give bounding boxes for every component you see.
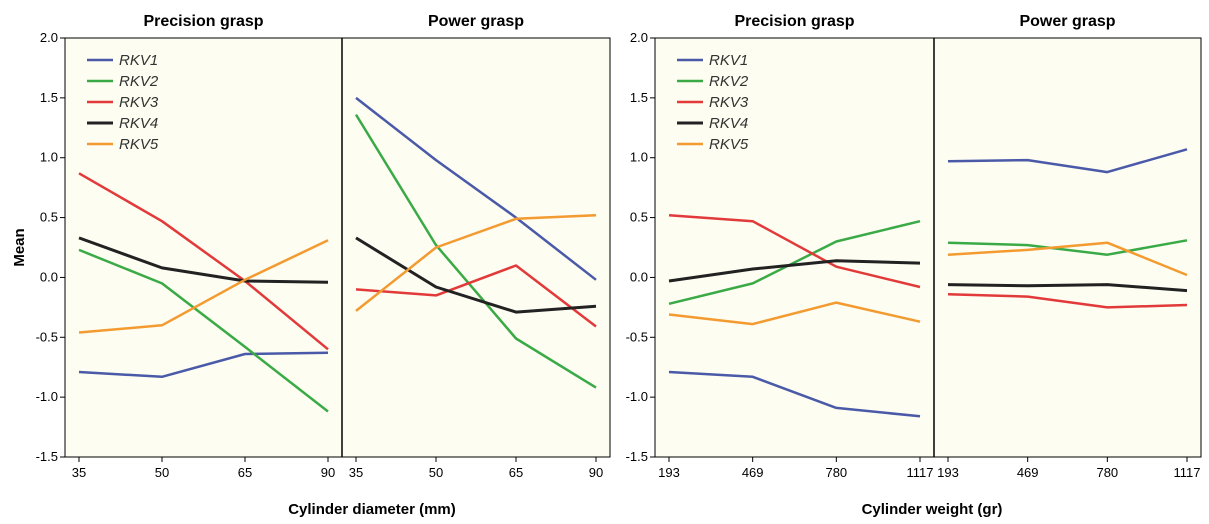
series-line-rkv1 bbox=[668, 370, 921, 418]
x-axis-title: Cylinder weight (gr) bbox=[862, 501, 1003, 518]
series-line-rkv4 bbox=[668, 259, 921, 283]
series-line-rkv2 bbox=[354, 113, 597, 389]
x-tick-label: 35 bbox=[349, 465, 363, 480]
y-tick-label: 0.5 bbox=[40, 210, 58, 225]
x-tick-label: 90 bbox=[321, 465, 335, 480]
x-tick-label: 780 bbox=[825, 465, 847, 480]
y-tick-label: 2.0 bbox=[40, 30, 58, 45]
x-tick-label: 193 bbox=[658, 465, 680, 480]
legend-label-rkv3: RKV3 bbox=[709, 94, 749, 111]
panel-title: Power grasp bbox=[428, 13, 524, 30]
x-tick-label: 90 bbox=[589, 465, 603, 480]
x-tick-label: 50 bbox=[155, 465, 169, 480]
legend-label-rkv4: RKV4 bbox=[709, 115, 748, 132]
legend-label-rkv5: RKV5 bbox=[709, 136, 749, 153]
series-line-rkv5 bbox=[78, 239, 329, 334]
y-tick-label: -1.5 bbox=[36, 449, 58, 464]
panel-title: Precision grasp bbox=[734, 13, 854, 30]
plot-area-1 bbox=[64, 37, 611, 458]
y-tick-label: 1.5 bbox=[630, 90, 648, 105]
series-line-rkv1 bbox=[355, 96, 597, 281]
panel-title: Power grasp bbox=[1019, 13, 1115, 30]
y-axis-title: Mean bbox=[11, 228, 28, 266]
series-line-rkv2 bbox=[668, 219, 921, 306]
x-tick-label: 1117 bbox=[907, 465, 934, 480]
y-tick-label: -1.5 bbox=[626, 449, 648, 464]
x-tick-label: 35 bbox=[72, 465, 86, 480]
x-tick-label: 193 bbox=[937, 465, 959, 480]
y-tick-label: 0.0 bbox=[40, 269, 58, 284]
series-line-rkv3 bbox=[78, 172, 329, 351]
series-line-rkv2 bbox=[947, 239, 1188, 256]
series-line-rkv5 bbox=[355, 213, 597, 312]
legend-label-rkv1: RKV1 bbox=[119, 52, 158, 69]
y-tick-label: 1.5 bbox=[40, 90, 58, 105]
y-tick-label: 0.0 bbox=[630, 269, 648, 284]
x-tick-label: 65 bbox=[238, 465, 252, 480]
series-line-rkv4 bbox=[355, 236, 597, 314]
series-line-rkv5 bbox=[947, 241, 1188, 277]
y-tick-label: -1.0 bbox=[36, 389, 58, 404]
plot-area-2 bbox=[654, 37, 1202, 458]
series-line-rkv3 bbox=[668, 213, 921, 289]
legend-label-rkv2: RKV2 bbox=[119, 73, 159, 90]
panel-title: Precision grasp bbox=[143, 13, 263, 30]
x-tick-label: 1117 bbox=[1174, 465, 1201, 480]
y-tick-label: 1.0 bbox=[630, 150, 648, 165]
series-line-rkv1 bbox=[947, 148, 1188, 174]
x-tick-label: 780 bbox=[1096, 465, 1118, 480]
x-tick-label: 65 bbox=[509, 465, 523, 480]
legend-label-rkv3: RKV3 bbox=[119, 94, 159, 111]
x-tick-label: 50 bbox=[429, 465, 443, 480]
series-line-rkv2 bbox=[78, 248, 329, 413]
series-line-rkv5 bbox=[668, 301, 921, 326]
y-tick-label: -1.0 bbox=[626, 389, 648, 404]
legend-label-rkv4: RKV4 bbox=[119, 115, 158, 132]
y-tick-label: 0.5 bbox=[630, 210, 648, 225]
y-tick-label: 2.0 bbox=[630, 30, 648, 45]
x-tick-label: 469 bbox=[742, 465, 764, 480]
series-line-rkv3 bbox=[355, 264, 597, 328]
legend-label-rkv1: RKV1 bbox=[709, 52, 748, 69]
x-tick-label: 469 bbox=[1017, 465, 1039, 480]
y-tick-label: 1.0 bbox=[40, 150, 58, 165]
legend-label-rkv5: RKV5 bbox=[119, 136, 159, 153]
x-axis-title: Cylinder diameter (mm) bbox=[288, 501, 456, 518]
series-line-rkv4 bbox=[947, 283, 1188, 293]
legend-label-rkv2: RKV2 bbox=[709, 73, 749, 90]
series-line-rkv1 bbox=[78, 351, 329, 379]
series-line-rkv4 bbox=[78, 236, 329, 284]
y-tick-label: -0.5 bbox=[626, 329, 648, 344]
y-tick-label: -0.5 bbox=[36, 329, 58, 344]
series-line-rkv3 bbox=[947, 292, 1188, 309]
